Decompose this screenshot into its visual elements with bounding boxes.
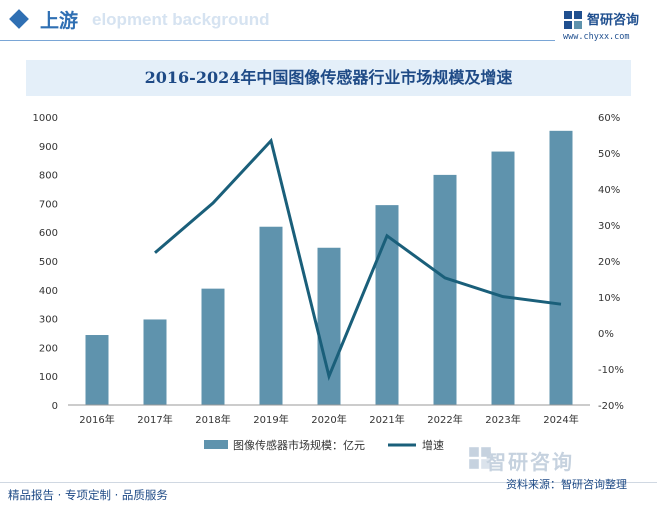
right-tick-label: 50% (598, 149, 620, 160)
legend-bar-swatch (204, 440, 228, 449)
left-tick-label: 400 (39, 286, 58, 297)
legend-line-label: 增速 (422, 438, 444, 452)
brand-block: 智研咨询 www.chyxx.com (563, 6, 653, 42)
right-tick-label: 60% (598, 113, 620, 124)
growth-line (154, 137, 562, 382)
x-tick-label: 2018年 (195, 413, 230, 426)
legend-bar-label: 图像传感器市场规模：亿元 (233, 438, 365, 452)
header-divider (0, 40, 555, 41)
x-axis: 2016年 2017年 2018年 2019年 2020年 2021年 2022年 2023年… (68, 404, 590, 426)
x-tick-label: 2021年 (369, 413, 404, 426)
bar (201, 288, 225, 405)
bar (259, 226, 283, 405)
brand-logo-icon (564, 11, 582, 29)
chart-title: 2016-2024年中国图像传感器行业市场规模及增速 (144, 68, 513, 87)
watermark-brand: 智研咨询 (486, 450, 574, 474)
bar (491, 151, 515, 405)
left-tick-label: 200 (39, 343, 58, 354)
x-tick-label: 2016年 (79, 413, 114, 426)
bar (85, 335, 109, 405)
brand-url: www.chyxx.com (563, 32, 630, 42)
left-tick-label: 800 (39, 171, 58, 182)
chart-title-bar: 2016-2024年中国图像传感器行业市场规模及增速 (26, 60, 631, 96)
right-tick-label: 20% (598, 257, 620, 268)
x-tick-label: 2017年 (137, 413, 172, 426)
left-tick-label: 100 (39, 372, 58, 383)
left-axis-ticks: 0 100 200 300 400 500 600 700 800 900 1000 (33, 113, 58, 412)
bar (549, 130, 573, 405)
bar (375, 205, 399, 405)
right-tick-label: -10% (598, 365, 624, 376)
data-source: 资料来源：智研咨询整理 (506, 478, 627, 491)
bar (143, 319, 167, 405)
left-tick-label: 900 (39, 142, 58, 153)
left-tick-label: 500 (39, 257, 58, 268)
bar (317, 247, 341, 405)
x-tick-label: 2022年 (427, 413, 462, 426)
right-tick-label: 10% (598, 293, 620, 304)
left-tick-label: 600 (39, 228, 58, 239)
x-tick-label: 2020年 (311, 413, 346, 426)
footer-divider (0, 482, 657, 483)
x-tick-label: 2019年 (253, 413, 288, 426)
footer-slogan: 精品报告 · 专项定制 · 品质服务 (8, 488, 168, 502)
left-tick-label: 300 (39, 315, 58, 326)
right-tick-label: -20% (598, 401, 624, 412)
right-tick-label: 40% (598, 185, 620, 196)
right-tick-label: 30% (598, 221, 620, 232)
legend: 图像传感器市场规模：亿元 增速 (204, 438, 444, 452)
right-axis-ticks: -20% -10% 0% 10% 20% 30% 40% 50% 60% (598, 113, 624, 412)
line-series (154, 137, 562, 382)
left-tick-label: 0 (52, 401, 58, 412)
left-tick-label: 700 (39, 199, 58, 210)
x-tick-label: 2023年 (485, 413, 520, 426)
right-tick-label: 0% (598, 329, 614, 340)
brand-name: 智研咨询 (587, 13, 640, 28)
x-tick-label: 2024年 (543, 413, 578, 426)
bar (433, 174, 457, 405)
background-ghost-text: elopment background (92, 10, 270, 29)
left-tick-label: 1000 (33, 113, 58, 124)
bar-series (85, 130, 573, 405)
header: 上游 elopment background 智研咨询 www.chyxx.co… (0, 0, 657, 44)
section-title: 上游 (40, 10, 79, 32)
watermark-logo-icon (469, 447, 491, 469)
